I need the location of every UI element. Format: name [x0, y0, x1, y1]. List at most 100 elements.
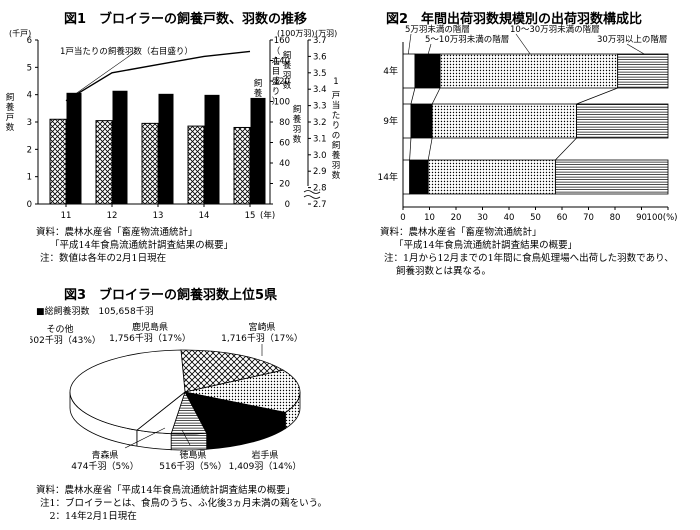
fig1-per-axis-label: 羽	[332, 161, 341, 171]
fig1-left-axis-label: 飼	[6, 92, 15, 103]
fig1-left-tick-label: 0	[27, 200, 32, 210]
fig1-birds-axis-label: 数	[293, 134, 302, 145]
fig1-per-tick-label: 3.0	[313, 151, 327, 161]
fig1-farms-label: 戸	[254, 99, 263, 109]
fig2-connector	[431, 87, 441, 105]
fig1-birds-unit: (100万羽)	[277, 29, 315, 38]
fig3-slice-name: その他	[46, 323, 73, 335]
fig1-per-axis-label: 当	[332, 100, 341, 111]
fig1-birds-tick-label: 60	[279, 139, 290, 149]
fig2-segment	[409, 159, 429, 195]
fig3-slice-value: 1,716千羽（17%）	[221, 333, 303, 344]
fig1-x-suffix: (年)	[260, 210, 275, 221]
fig3-source: 資料：農林水産省「平成14年食鳥流通統計調査結果の概要」 注1：ブロイラーとは、…	[36, 485, 328, 522]
fig1-left-axis-label: 数	[6, 122, 15, 133]
fig2-category-label: 4年	[383, 65, 398, 77]
fig1-birds-label: 養	[283, 60, 292, 71]
fig1-per-tick-label: 2.8	[313, 184, 327, 194]
fig2-category-label: 14年	[378, 171, 398, 183]
fig1-birds-tick-label: 140	[274, 57, 290, 67]
fig3-slice-name: 宮崎県	[248, 321, 275, 333]
fig2-connector	[555, 137, 577, 161]
fig1-x-tick-label: 13	[153, 211, 164, 221]
fig1-per-axis-label: 養	[332, 150, 341, 161]
fig1-birds-label: り	[272, 87, 281, 97]
fig1-per-axis-label: た	[332, 111, 341, 121]
fig2-x-tick-label: 100(%)	[647, 213, 678, 223]
fig3-slice-name: 鹿児島県	[132, 321, 168, 333]
fig1-birds-tick-label: 80	[279, 118, 290, 128]
fig2-legend-label: 5～10万羽未満の階層	[425, 34, 509, 45]
fig2-x-tick-label: 40	[504, 213, 515, 223]
fig1-birds-tick-label: 40	[279, 159, 290, 169]
fig1-left-axis-label: 戸	[6, 113, 15, 123]
fig3-slice	[180, 349, 285, 393]
fig3-slice-value: 4,502千羽（43%）	[30, 335, 101, 346]
fig2-legend-leader	[408, 33, 412, 55]
fig2-x-tick-label: 30	[477, 213, 488, 223]
fig1-per-tick-label: 3.3	[313, 102, 327, 112]
fig1-axis-break	[303, 190, 321, 199]
fig1-birds-bar	[158, 93, 174, 205]
fig2-connector	[576, 87, 618, 105]
fig3-slice-side	[170, 432, 208, 451]
fig1-title: 図1 ブロイラーの飼養戸数、羽数の推移	[64, 12, 308, 27]
fig1-birds-label: 目	[272, 67, 281, 77]
fig2-segment	[414, 53, 441, 89]
fig1-birds-axis: 0 20 40 60 80 100 120 140 160	[269, 36, 290, 210]
fig2-x-tick-label: 20	[451, 213, 462, 223]
fig2-legend-label: 30万羽以上の階層	[597, 34, 667, 45]
fig1-birds-bar	[112, 90, 128, 205]
fig3-leader	[181, 429, 191, 446]
fig1-farms-label: 飼	[254, 78, 263, 89]
fig1-x-tick-label: 15	[245, 211, 256, 221]
fig3-slice-value: 474千羽（5%）	[71, 461, 138, 472]
fig2-segment	[402, 159, 411, 195]
fig2-segment	[410, 103, 433, 139]
fig2-x-tick-label: 70	[583, 213, 594, 223]
fig1-birds-bar	[66, 92, 82, 205]
fig1-farms-bar	[187, 125, 205, 205]
fig1-source: 資料：農林水産省「畜産物流通統計」 「平成14年食鳥流通統計調査結果の概要」 注…	[36, 227, 234, 264]
fig1-birds-axis-label: 飼	[293, 104, 302, 115]
fig2-x-tick-label: 10	[424, 213, 435, 223]
fig1-birds-label: 右	[272, 56, 281, 67]
fig1-left-tick-label: 2	[27, 145, 32, 155]
fig3-total: ■総飼養羽数 105,658千羽	[36, 307, 154, 317]
fig1-per-axis-label: 戸	[332, 91, 341, 101]
fig1-per-axis-label: 1	[333, 77, 338, 87]
fig2-segment	[431, 103, 577, 139]
fig1-per-unit: (万羽)	[315, 29, 337, 38]
fig2-legend-leader	[427, 43, 432, 55]
fig1-left-tick-label: 6	[27, 36, 32, 46]
fig2-chart: 5万羽未満の階層5～10万羽未満の階層10～30万羽未満の階層30万羽以上の階層…	[378, 24, 678, 223]
fig3-slice-value: 1,409羽（14%）	[229, 461, 302, 472]
fig1-per-tick-label: 2.7	[313, 200, 327, 210]
fig1-line	[65, 50, 251, 102]
fig1-per-farm-axis: 2.7 2.8 2.9 3.0 3.1 3.2 3.3 3.4 3.5 3.6 3.7	[303, 36, 327, 210]
fig1-birds-tick-label: 160	[274, 36, 290, 46]
fig3-slice	[184, 369, 301, 413]
fig1-birds-axis-label: 羽	[293, 125, 302, 135]
fig2-x-tick-label: 50	[530, 213, 541, 223]
fig1-farms-bar	[141, 122, 159, 205]
fig3-pie	[69, 349, 301, 451]
fig2-legend-leader	[626, 43, 645, 55]
fig1-birds-tick-label: 20	[279, 180, 290, 190]
fig1-birds-tick-label: 120	[274, 77, 290, 87]
fig2-connector	[427, 137, 433, 161]
fig1-per-farm-line	[65, 50, 251, 102]
fig1-birds-label: 飼	[283, 50, 292, 61]
fig1-birds-label: 盛	[272, 76, 281, 87]
fig3-slice-value: 516千羽（5%）	[159, 461, 226, 472]
fig1-per-axis-label: り	[332, 121, 341, 131]
fig1-birds-axis-label: 養	[293, 114, 302, 125]
fig1-x-tick-label: 11	[61, 211, 72, 221]
fig1-left-tick-label: 5	[27, 63, 32, 73]
fig1-farms-bar	[95, 120, 113, 205]
fig2-legend-leader	[515, 33, 531, 55]
fig2-connector	[409, 137, 412, 161]
